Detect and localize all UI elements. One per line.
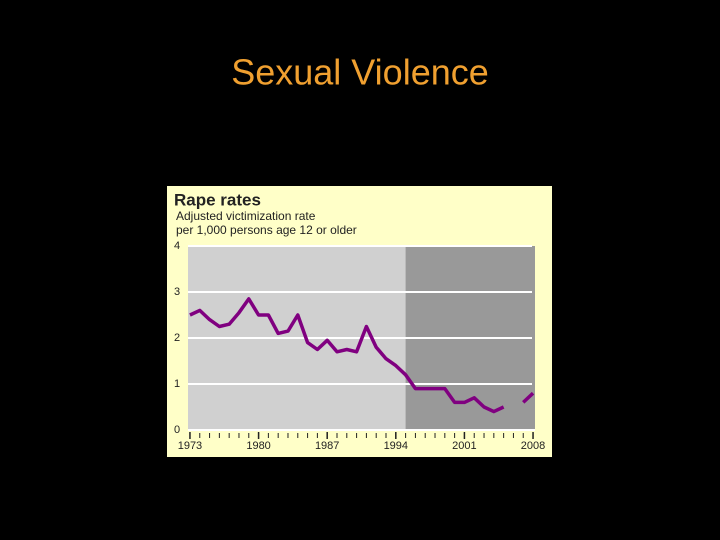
slide-title: Sexual Violence	[231, 52, 489, 93]
chart-subtitle: per 1,000 persons age 12 or older	[176, 223, 357, 237]
x-tick-label: 1994	[384, 440, 408, 452]
x-tick-label: 1980	[246, 440, 270, 452]
y-tick-label: 3	[174, 286, 180, 298]
data-line	[189, 297, 505, 414]
y-tick-label: 2	[174, 332, 180, 344]
chart-title: Rape rates	[174, 190, 261, 209]
x-tick-label: 2001	[452, 440, 476, 452]
x-tick-label: 1973	[178, 440, 202, 452]
data-line	[522, 391, 535, 404]
y-tick-label: 0	[174, 424, 180, 436]
x-tick-label: 1987	[315, 440, 339, 452]
y-tick-label: 4	[174, 240, 180, 252]
chart-subtitle: Adjusted victimization rate	[176, 209, 316, 223]
y-tick-label: 1	[174, 378, 180, 390]
x-tick-label: 2008	[521, 440, 545, 452]
